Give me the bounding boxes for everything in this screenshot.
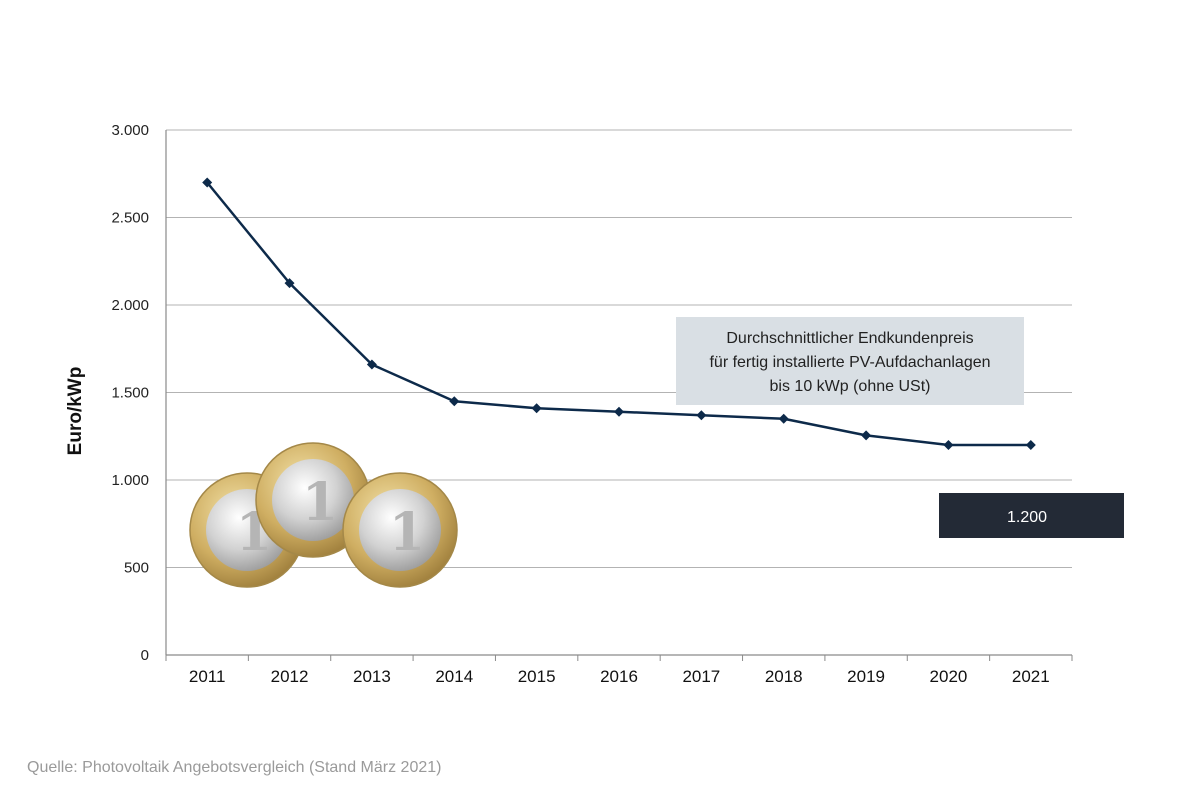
series-line: [206, 181, 1031, 447]
annotation-line: Durchschnittlicher Endkundenpreis: [726, 330, 973, 347]
annotation-line: bis 10 kWp (ohne USt): [770, 378, 931, 395]
y-tick-label: 2.500: [111, 210, 149, 227]
source-note: Quelle: Photovoltaik Angebotsvergleich (…: [27, 759, 442, 776]
data-points: [202, 177, 1036, 450]
coin-icon: 1: [255, 442, 371, 558]
value-callout-label: 1.200: [1007, 509, 1047, 526]
y-axis-ticks: 0 500 1.000 1.500 2.000 2.500 3.000: [111, 122, 149, 664]
data-point: [284, 278, 295, 289]
x-tick-label: 2015: [518, 667, 556, 686]
data-point: [202, 177, 213, 188]
value-callout: 1.200: [939, 493, 1124, 538]
data-point: [861, 430, 872, 441]
y-axis-label: Euro/kWp: [65, 367, 86, 456]
annotation-box: Durchschnittlicher Endkundenpreis für fe…: [676, 317, 1024, 405]
y-tick-label: 2.000: [111, 297, 149, 314]
x-tick-label: 2014: [435, 667, 473, 686]
y-tick-label: 1.500: [111, 385, 149, 402]
x-tick-label: 2017: [682, 667, 720, 686]
x-tick-label: 2011: [189, 667, 226, 686]
y-tick-label: 3.000: [111, 122, 149, 139]
data-point: [614, 406, 624, 417]
annotation-line: für fertig installierte PV-Aufdachanlage…: [709, 354, 990, 371]
y-tick-label: 1.000: [111, 472, 149, 489]
value-callout-background: [939, 493, 1124, 538]
y-tick-label: 500: [124, 560, 149, 577]
x-tick-label: 2016: [600, 667, 638, 686]
euro-coins-icon: 1 1 1: [189, 442, 458, 588]
coin-icon: 1: [342, 472, 458, 588]
x-axis: 2011 2012 2013 2014 2015 2016 2017 2018 2019 2020…: [165, 130, 1073, 686]
y-tick-label: 0: [141, 647, 149, 664]
data-point: [531, 403, 542, 414]
data-point: [696, 410, 707, 421]
data-point: [1025, 440, 1036, 450]
svg-text:1: 1: [302, 472, 338, 533]
svg-text:1: 1: [389, 502, 425, 563]
annotation-background: [676, 317, 1024, 405]
x-tick-label: 2013: [353, 667, 391, 686]
data-point: [449, 396, 460, 407]
x-tick-label: 2012: [271, 667, 309, 686]
data-point: [366, 359, 377, 370]
x-tick-label: 2020: [930, 667, 968, 686]
data-point: [943, 440, 954, 450]
x-tick-label: 2021: [1012, 667, 1050, 686]
x-tick-label: 2019: [847, 667, 885, 686]
data-point: [778, 413, 789, 424]
x-tick-label: 2018: [765, 667, 803, 686]
